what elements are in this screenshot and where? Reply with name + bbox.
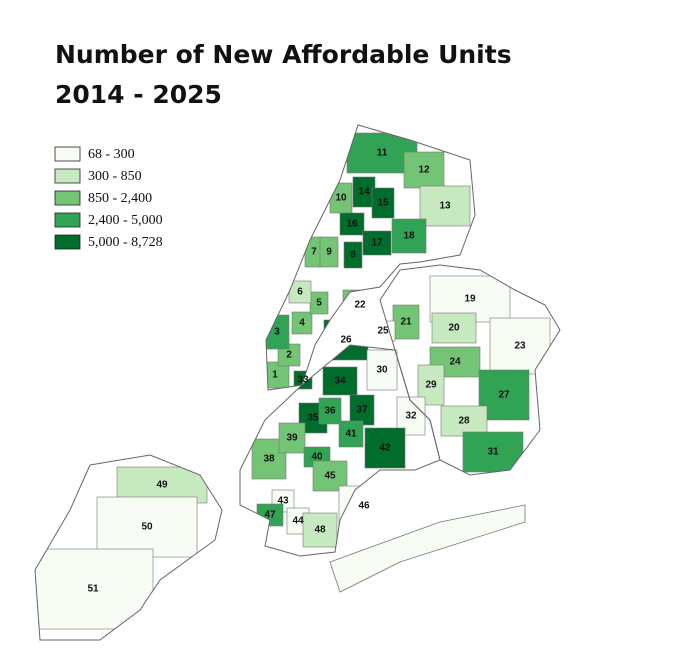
- district-label: 20: [448, 323, 460, 334]
- district-label: 33: [297, 375, 309, 386]
- legend: 68 - 300 300 - 850 850 - 2,400 2,400 - 5,00…: [54, 146, 163, 250]
- district-label: 3: [274, 327, 280, 338]
- district-label: 16: [346, 219, 358, 230]
- legend-swatch: [54, 146, 81, 162]
- district: [366, 349, 398, 391]
- district-label: 41: [345, 429, 357, 440]
- district-label: 50: [141, 522, 153, 533]
- districts: [35, 132, 551, 630]
- district-label: 37: [356, 405, 368, 416]
- district-label: 39: [286, 433, 298, 444]
- district-label: 49: [156, 480, 168, 491]
- district: [322, 366, 358, 396]
- district-label: 13: [439, 201, 451, 212]
- legend-swatch: [54, 168, 81, 184]
- district-label: 17: [371, 238, 383, 249]
- district: [362, 230, 392, 256]
- district-label: 42: [379, 443, 391, 454]
- district-label: 1: [272, 370, 278, 381]
- district-label: 22: [354, 300, 366, 311]
- district-label: 30: [376, 365, 388, 376]
- district-label: 26: [340, 335, 352, 346]
- district: [319, 236, 339, 268]
- district-label: 48: [314, 525, 326, 536]
- district: [349, 394, 375, 426]
- district: [338, 420, 364, 448]
- district-label: 31: [487, 447, 499, 458]
- district-label: 28: [458, 416, 470, 427]
- legend-label: 5,000 - 8,728: [88, 235, 163, 250]
- title-line: 2014 - 2025: [55, 80, 222, 109]
- district: [478, 369, 530, 421]
- legend-label: 850 - 2,400: [88, 191, 152, 206]
- district-label: 4: [299, 318, 305, 329]
- district-label: 18: [403, 231, 415, 242]
- district-label: 38: [263, 454, 275, 465]
- district-label: 35: [307, 413, 319, 424]
- district: [364, 427, 406, 469]
- district-label: 2: [286, 350, 292, 361]
- district-label: 7: [311, 247, 317, 258]
- district: [371, 187, 395, 219]
- district-label: 45: [324, 471, 336, 482]
- district: [419, 185, 471, 227]
- title-line: Number of New Affordable Units: [55, 40, 512, 69]
- land: [329, 504, 526, 593]
- district-label: 34: [334, 376, 346, 387]
- district-label: 5: [316, 298, 322, 309]
- district-label: 24: [449, 357, 461, 368]
- district-label: 29: [425, 380, 437, 391]
- legend-label: 300 - 850: [88, 169, 142, 184]
- district-label: 36: [324, 406, 336, 417]
- district: [278, 422, 306, 454]
- legend-swatch: [54, 190, 81, 206]
- district-label: 21: [400, 317, 412, 328]
- district: [96, 496, 198, 558]
- district-label: 27: [498, 390, 510, 401]
- district: [403, 151, 445, 189]
- district-label: 9: [326, 247, 332, 258]
- district: [392, 304, 420, 340]
- district-label: 40: [311, 452, 323, 463]
- district: [440, 405, 488, 437]
- district: [302, 512, 338, 548]
- rockaway: [329, 504, 526, 593]
- district-label: 47: [264, 510, 276, 521]
- district: [318, 397, 342, 425]
- district-label: 44: [292, 516, 304, 527]
- district: [343, 241, 363, 269]
- district: [291, 311, 313, 335]
- legend-swatch: [54, 234, 81, 250]
- district-label: 19: [464, 294, 476, 305]
- district-label: 46: [358, 501, 370, 512]
- district: [339, 212, 365, 236]
- legend-label: 2,400 - 5,000: [88, 213, 163, 228]
- district: [431, 312, 477, 344]
- district-label: 11: [377, 148, 388, 159]
- legend-swatch: [54, 212, 81, 228]
- district-label: 10: [335, 193, 347, 204]
- district-label: 51: [87, 584, 99, 595]
- district-label: 12: [418, 165, 430, 176]
- district-label: 32: [405, 411, 417, 422]
- district-label: 15: [377, 198, 389, 209]
- district-label: 14: [358, 187, 370, 198]
- district-label: 25: [377, 326, 389, 337]
- district-label: 6: [297, 287, 303, 298]
- district-label: 23: [514, 341, 526, 352]
- district-label: 8: [350, 250, 356, 261]
- legend-label: 68 - 300: [88, 147, 135, 162]
- district-label: 43: [277, 496, 289, 507]
- borough-outlines: [34, 124, 561, 641]
- district: [391, 218, 427, 254]
